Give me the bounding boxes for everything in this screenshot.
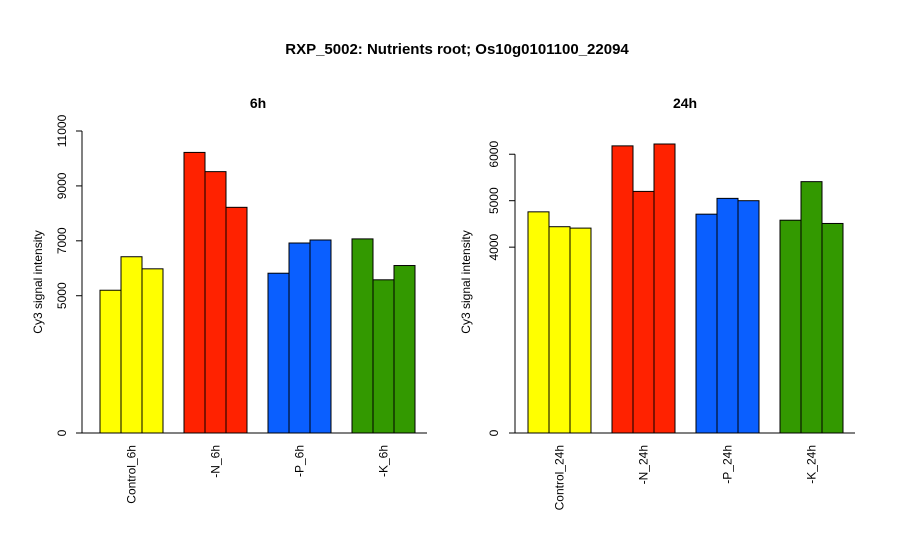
y-tick-label: 6000 [487,141,501,168]
bar [120,256,143,434]
bar [204,171,227,434]
x-tick-label: -K_6h [377,445,391,477]
x-tick-label: -P_6h [293,445,307,477]
figure-title: RXP_5002: Nutrients root; Os10g0101100_2… [285,41,629,58]
y-tick-label: 5000 [55,282,69,309]
panel-title: 24h [673,95,697,111]
bar [309,239,332,434]
bar [183,151,206,434]
panel-6h: 6h Cy3 signal intensity 0 5000 7000 9000 110… [31,95,427,504]
bar [737,200,760,434]
x-tick-label: -N_24h [637,445,651,484]
x-tick-label: Control_6h [125,445,139,504]
x-tick-label: -K_24h [805,445,819,484]
bar [632,190,655,434]
bar [288,242,311,434]
x-tick-label: -N_6h [209,445,223,478]
bar [393,265,416,434]
bar [611,145,634,434]
x-tick-label: Control_24h [553,445,567,510]
bar [821,222,844,434]
bar [548,226,571,434]
bar [267,272,290,434]
bar [225,206,248,434]
panel-24h: 24h Cy3 signal intensity 0 4000 5000 6000 Co… [459,95,855,510]
bar [800,181,823,434]
bar [716,197,739,434]
bar [372,279,395,434]
bar [99,289,122,434]
y-axis-label: Cy3 signal intensity [31,230,45,333]
bar [695,213,718,434]
y-tick-label: 0 [487,429,501,436]
y-tick-label: 4000 [487,233,501,260]
x-tick-label: -P_24h [721,445,735,484]
bar [653,143,676,434]
bar [779,219,802,434]
y-tick-label: 9000 [55,172,69,199]
y-axis-label: Cy3 signal intensity [459,230,473,333]
bar [141,268,164,434]
y-tick-label: 11000 [55,114,69,147]
y-tick-label: 7000 [55,227,69,254]
y-tick-label: 5000 [487,187,501,214]
bar [569,227,592,434]
bar [351,238,374,434]
bar [527,211,550,434]
panel-title: 6h [250,95,266,111]
y-tick-label: 0 [55,429,69,436]
